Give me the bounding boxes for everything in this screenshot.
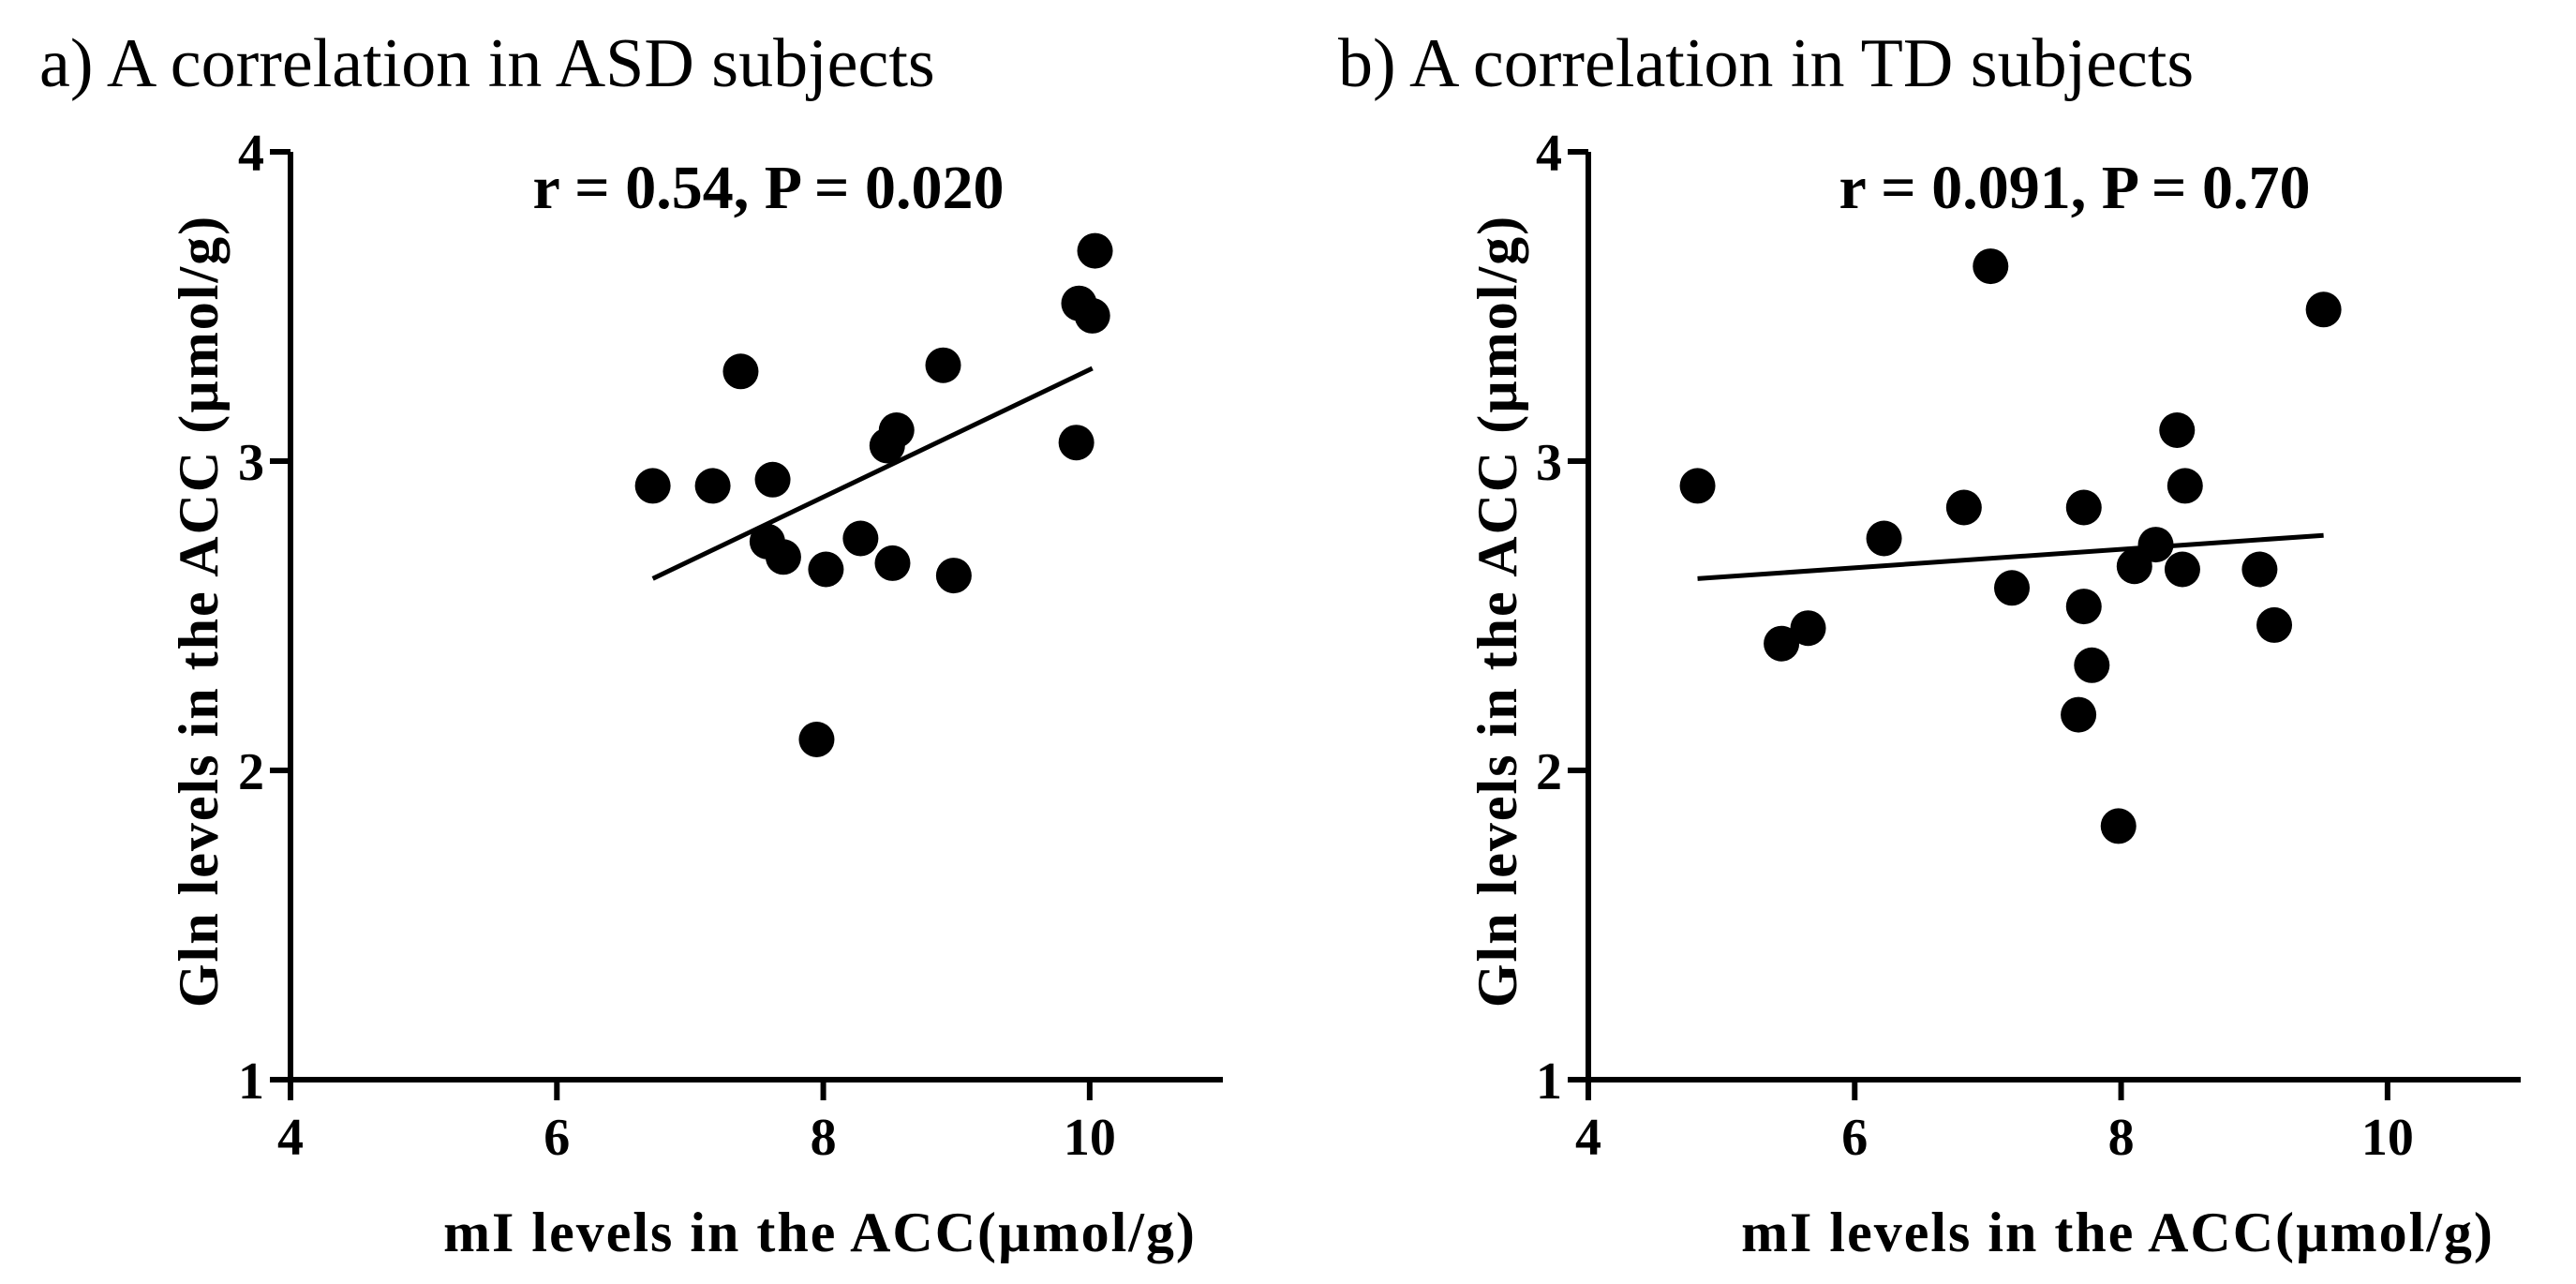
- panel-a-data-point: [1058, 425, 1094, 461]
- panel-b-y-tick-label: 3: [1536, 434, 1562, 492]
- panel-b-data-point: [2164, 551, 2200, 588]
- panel-b-data-point: [1945, 489, 1982, 526]
- panel-a-x-tick-label: 4: [277, 1109, 304, 1167]
- panel-a-y-tick-label: 4: [238, 125, 264, 183]
- panel-b-y-tick-label: 4: [1536, 125, 1562, 183]
- panel-b-marks: 1 2 3 4 4 6 8 10: [1536, 125, 2521, 1167]
- panel-a-data-point: [754, 461, 791, 498]
- panel-a-data-point: [874, 545, 911, 581]
- panel-b-x-tick-label: 4: [1575, 1109, 1601, 1167]
- panel-a: a) A correlation in ASD subjects r = 0.5…: [39, 25, 1223, 1263]
- panel-a-title: a) A correlation in ASD subjects: [39, 25, 935, 102]
- panel-b-data-point: [2074, 647, 2110, 683]
- panel-b-data-point: [2159, 412, 2196, 448]
- panel-a-data-point: [842, 520, 879, 557]
- panel-b-x-tick-label: 10: [2361, 1109, 2414, 1167]
- panel-a-data-point: [765, 539, 801, 575]
- panel-b-data-point: [2167, 468, 2203, 504]
- panel-a-y-axis-label: Gln levels in the ACC (µmol/g): [168, 215, 230, 1008]
- panel-a-data-point: [935, 558, 972, 594]
- panel-a-data-point: [808, 551, 844, 588]
- panel-b-regression-line: [1697, 532, 2324, 581]
- panel-a-x-axis-label: mI levels in the ACC(µmol/g): [443, 1202, 1197, 1263]
- panel-a-data-point: [1074, 297, 1110, 334]
- panel-a-y-tick-label: 1: [238, 1053, 264, 1111]
- panel-b-stat-annotation: r = 0.091, P = 0.70: [1839, 154, 2311, 222]
- panel-b-data-point: [2065, 589, 2102, 625]
- panel-b-data-point: [1764, 625, 1800, 662]
- panel-b-y-tick-label: 2: [1536, 743, 1562, 801]
- panel-b-y-axis-label: Gln levels in the ACC (µmol/g): [1467, 215, 1528, 1008]
- panel-b-data-point: [1866, 520, 1902, 557]
- panel-b-data-point: [2065, 489, 2102, 526]
- panel-a-x-tick-label: 8: [811, 1109, 837, 1167]
- panel-a-marks: 1 2 3 4 4 6 8 10: [238, 125, 1223, 1167]
- panel-a-x-tick-label: 6: [543, 1109, 570, 1167]
- panel-b-y-tick-label: 1: [1536, 1053, 1562, 1111]
- panel-b-data-point: [1790, 610, 1826, 647]
- panel-a-data-point: [925, 347, 961, 383]
- panel-b-data-point: [1994, 570, 2031, 606]
- panel-b-title: b) A correlation in TD subjects: [1338, 25, 2194, 102]
- panel-a-stat-annotation: r = 0.54, P = 0.020: [533, 154, 1005, 222]
- panel-b-data-point: [2256, 606, 2293, 643]
- panel-a-regression-line: [651, 366, 1094, 581]
- panel-a-data-point: [1077, 232, 1113, 269]
- panel-a-data-point: [722, 353, 759, 390]
- panel-b-x-tick-label: 6: [1841, 1109, 1868, 1167]
- panel-b-data-point: [2305, 291, 2342, 328]
- panel-a-data-point: [878, 412, 915, 448]
- panel-a-y-tick-label: 3: [238, 434, 264, 492]
- panel-b: b) A correlation in TD subjects r = 0.09…: [1338, 25, 2521, 1263]
- panel-b-x-axis-label: mI levels in the ACC(µmol/g): [1741, 1202, 2494, 1263]
- panel-b-data-point: [2100, 808, 2137, 844]
- panel-a-data-point: [798, 722, 835, 757]
- panel-b-x-tick-label: 8: [2108, 1109, 2135, 1167]
- panel-b-data-point: [1679, 468, 1716, 504]
- panel-a-data-point: [694, 468, 731, 504]
- panel-b-data-point: [2241, 551, 2278, 588]
- panel-b-data-point: [2137, 527, 2174, 563]
- panel-b-data-point: [1973, 248, 2009, 285]
- panel-a-y-tick-label: 2: [238, 743, 264, 801]
- panel-b-data-point: [2061, 696, 2097, 733]
- panel-a-x-tick-label: 10: [1064, 1109, 1116, 1167]
- panel-a-data-point: [634, 468, 671, 504]
